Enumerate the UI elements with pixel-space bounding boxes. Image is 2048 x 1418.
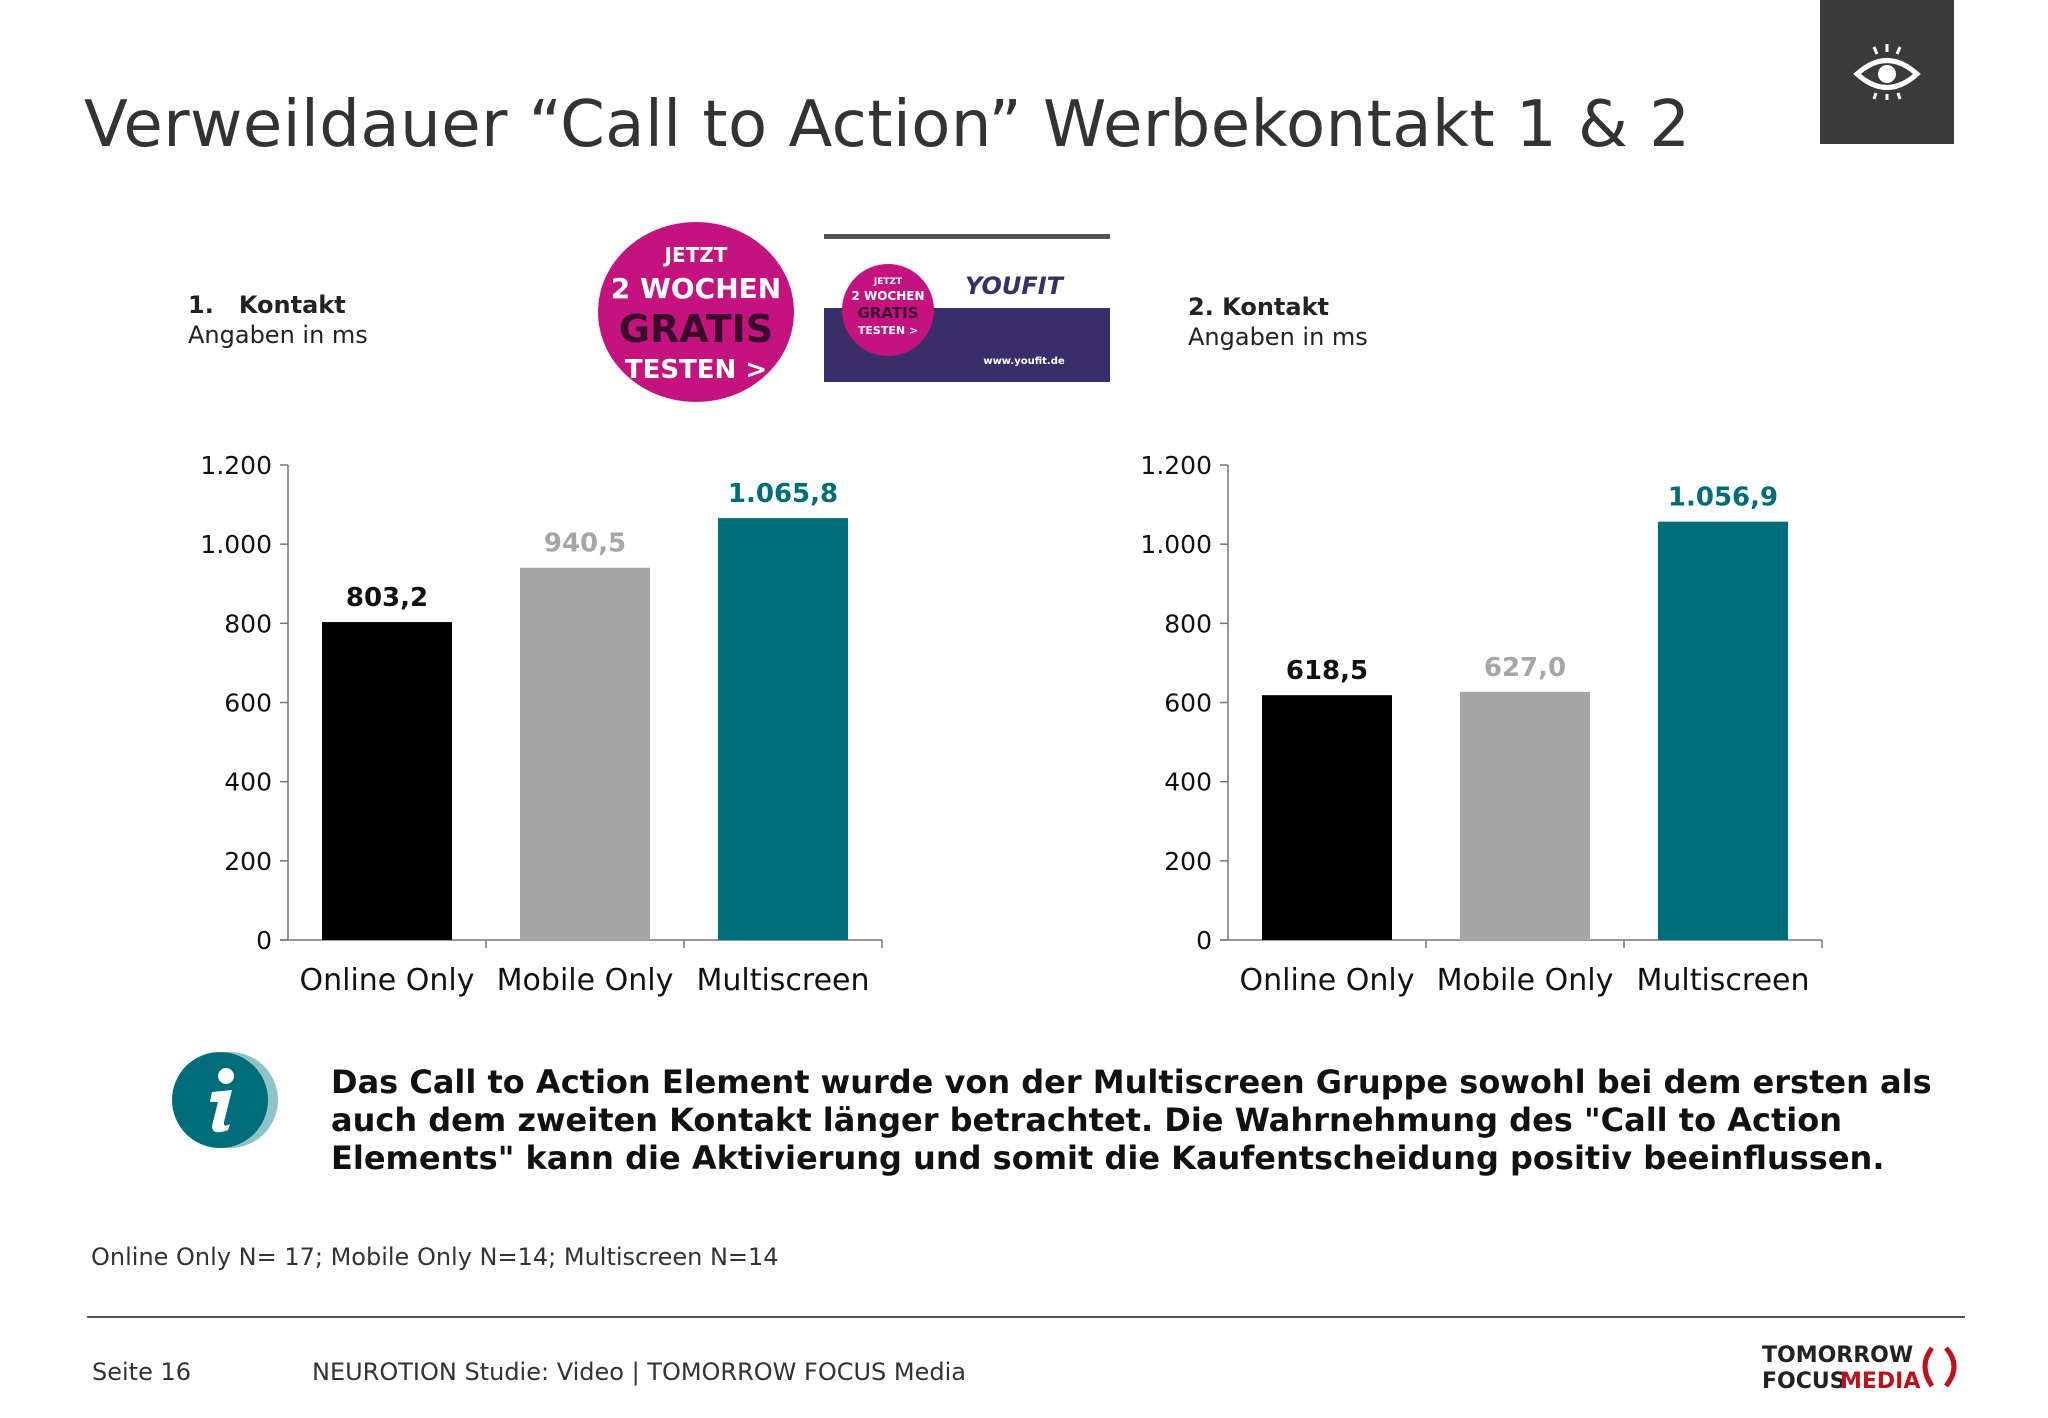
chart1-y-tick-label: 400 <box>224 768 272 797</box>
chart2-heading-block: 2. Kontakt Angaben in ms <box>1188 292 1368 352</box>
chart1-category-label-3: Multiscreen <box>696 963 869 998</box>
ad-banner-image: JETZT 2 WOCHEN GRATIS TESTEN > YOUFIT ww… <box>824 234 1110 382</box>
chart1-bar-3 <box>718 518 848 940</box>
chart2-y-tick-label: 600 <box>1164 689 1212 718</box>
chart1-value-label-3: 1.065,8 <box>728 479 838 509</box>
chart2-bar-2 <box>1460 691 1590 940</box>
chart1-y-tick-label: 1.000 <box>200 530 272 559</box>
ad-banner-badge-line-3: GRATIS <box>858 304 919 322</box>
chart1-value-label-1: 803,2 <box>346 583 428 613</box>
chart1-y-tick-label: 600 <box>224 689 272 718</box>
eye-icon <box>1853 44 1921 100</box>
logo-line-2a: FOCUS <box>1762 1369 1846 1394</box>
eye-icon-box <box>1820 0 1954 144</box>
ad-banner-url: www.youfit.de <box>983 356 1065 367</box>
chart2-category-label-1: Online Only <box>1239 963 1414 998</box>
logo-line-1: TOMORROW <box>1762 1343 1913 1368</box>
chart2-subheading: Angaben in ms <box>1188 323 1368 351</box>
chart2: 0 200 400 600 800 1.000 1.200 618,5 Online Only 6… <box>1140 451 1823 998</box>
footer-text: NEUROTION Studie: Video | TOMORROW FOCUS… <box>312 1358 966 1386</box>
chart2-heading: 2. Kontakt <box>1188 293 1330 321</box>
chart2-category-label-3: Multiscreen <box>1636 963 1809 998</box>
chart1: 0 200 400 600 800 1.000 1.200 803,2 Online Only 9… <box>200 451 883 998</box>
chart2-category-label-2: Mobile Only <box>1437 963 1614 998</box>
chart1-bar-1 <box>322 622 452 940</box>
chart1-category-label-2: Mobile Only <box>497 963 674 998</box>
ad-circle-line-4: TESTEN > <box>625 355 767 385</box>
tomorrow-focus-media-logo: TOMORROW FOCUS MEDIA <box>1762 1343 1957 1394</box>
ad-circle-image: JETZT 2 WOCHEN GRATIS TESTEN > <box>598 222 794 402</box>
chart1-subheading: Angaben in ms <box>188 321 368 349</box>
chart2-y-tick-label: 200 <box>1164 847 1212 876</box>
info-text: Das Call to Action Element wurde von der… <box>331 1063 1932 1177</box>
chart1-heading-block: 1. Kontakt Angaben in ms <box>188 290 368 350</box>
chart2-bar-1 <box>1262 695 1392 940</box>
chart1-heading: 1. Kontakt <box>188 291 346 319</box>
chart1-y-tick-label: 200 <box>224 847 272 876</box>
ad-circle-line-2: 2 WOCHEN <box>611 272 781 305</box>
chart2-y-tick-label: 400 <box>1164 768 1212 797</box>
ad-banner-badge-line-2: 2 WOCHEN <box>851 289 924 303</box>
page-number: Seite 16 <box>92 1358 192 1386</box>
chart2-y-tick-label: 800 <box>1164 609 1212 638</box>
chart2-y-tick-label: 1.200 <box>1140 451 1212 480</box>
logo-line-2b: MEDIA <box>1840 1369 1920 1394</box>
chart2-y-tick-label: 0 <box>1196 926 1212 955</box>
ad-banner-badge-line-1: JETZT <box>873 277 903 287</box>
chart1-y-tick-label: 1.200 <box>200 451 272 480</box>
ad-circle-line-1: JETZT <box>663 243 728 267</box>
ad-circle-line-3: GRATIS <box>619 307 773 351</box>
page-title: Verweildauer “Call to Action” Werbekonta… <box>84 88 1691 162</box>
sample-note: Online Only N= 17; Mobile Only N=14; Mul… <box>91 1243 779 1271</box>
footer-divider <box>87 1316 1965 1318</box>
chart1-y-tick-label: 0 <box>256 926 272 955</box>
chart1-bar-2 <box>520 567 650 940</box>
chart2-value-label-3: 1.056,9 <box>1668 483 1778 513</box>
chart1-y-tick-label: 800 <box>224 609 272 638</box>
ad-banner-badge-line-4: TESTEN > <box>858 324 918 337</box>
chart2-value-label-1: 618,5 <box>1286 656 1368 686</box>
chart2-bar-3 <box>1658 521 1788 940</box>
chart2-y-tick-label: 1.000 <box>1140 530 1212 559</box>
info-icon <box>172 1052 278 1148</box>
chart1-category-label-1: Online Only <box>299 963 474 998</box>
chart2-value-label-2: 627,0 <box>1484 653 1566 683</box>
chart1-value-label-2: 940,5 <box>544 529 626 559</box>
ad-banner-brand: YOUFIT <box>965 272 1065 300</box>
